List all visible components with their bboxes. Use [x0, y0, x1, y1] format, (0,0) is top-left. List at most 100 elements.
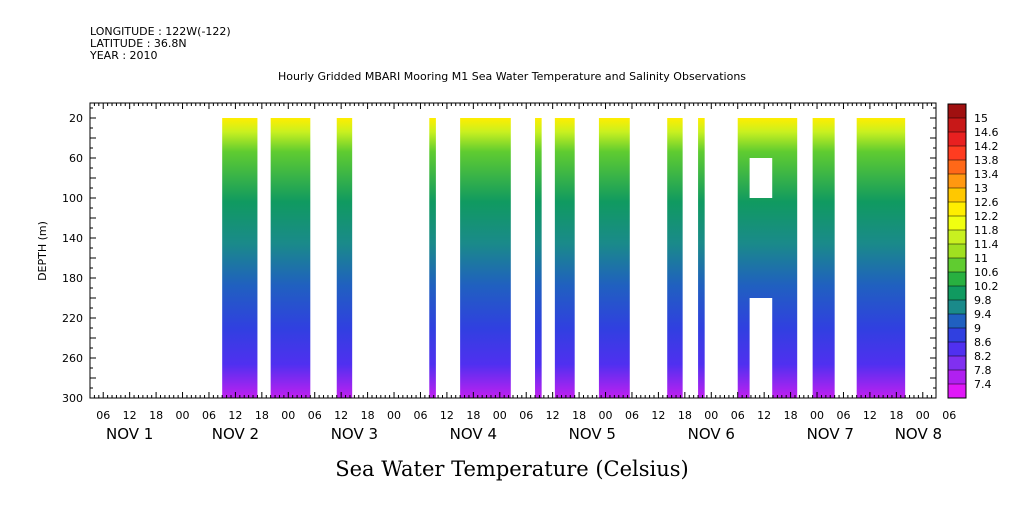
data-gap: [749, 298, 773, 398]
x-hour-tick-label: 12: [228, 409, 242, 422]
data-segment: [812, 118, 835, 398]
colorbar-swatch: [948, 244, 966, 259]
y-axis-title: DEPTH (m): [36, 221, 49, 281]
colorbar-label: 14.2: [974, 140, 999, 153]
x-day-label: NOV 3: [331, 425, 378, 443]
y-tick-label: 260: [62, 352, 83, 365]
x-hour-tick-label: 18: [572, 409, 586, 422]
x-hour-tick-label: 12: [863, 409, 877, 422]
x-hour-tick-label: 06: [519, 409, 533, 422]
colorbar-label: 7.4: [974, 378, 992, 391]
data-segment: [698, 118, 705, 398]
colorbar-label: 11.4: [974, 238, 999, 251]
colorbar-swatch: [948, 300, 966, 315]
colorbar-label: 7.8: [974, 364, 992, 377]
colorbar-label: 13.4: [974, 168, 999, 181]
colorbar: 1514.614.213.813.41312.612.211.811.41110…: [947, 103, 999, 399]
x-hour-tick-label: 06: [308, 409, 322, 422]
data-segment: [535, 118, 542, 398]
colorbar-label: 10.6: [974, 266, 999, 279]
colorbar-swatch: [948, 230, 966, 245]
colorbar-label: 12.2: [974, 210, 999, 223]
plot-frame: [89, 102, 937, 399]
colorbar-swatch: [948, 272, 966, 287]
x-hour-tick-label: 00: [916, 409, 930, 422]
x-hour-tick-label: 12: [757, 409, 771, 422]
data-segment: [270, 118, 311, 398]
colorbar-swatch: [948, 384, 966, 399]
x-hour-tick-label: 00: [810, 409, 824, 422]
colorbar-swatch: [948, 370, 966, 385]
colorbar-label: 9.8: [974, 294, 992, 307]
data-segment: [667, 118, 683, 398]
y-tick-label: 300: [62, 392, 83, 405]
x-hour-tick-label: 06: [836, 409, 850, 422]
colorbar-swatch: [948, 356, 966, 371]
y-tick-label: 140: [62, 232, 83, 245]
colorbar-label: 8.6: [974, 336, 992, 349]
x-hour-tick-label: 18: [361, 409, 375, 422]
colorbar-frame: [947, 103, 967, 399]
colorbar-swatch: [948, 174, 966, 189]
x-hour-tick-label: 12: [123, 409, 137, 422]
data-segments: [222, 118, 906, 398]
colorbar-label: 13.8: [974, 154, 999, 167]
x-axis-ticks: [89, 103, 937, 398]
colorbar-swatch: [948, 258, 966, 273]
colorbar-swatch: [948, 146, 966, 161]
colorbar-label: 15: [974, 112, 988, 125]
x-day-label: NOV 4: [450, 425, 497, 443]
data-gaps: [749, 158, 773, 398]
y-axis-labels: 20 60 100 140 180 220 260 300: [62, 112, 83, 405]
data-segment: [554, 118, 575, 398]
colorbar-swatch: [948, 160, 966, 175]
x-hour-tick-label: 12: [546, 409, 560, 422]
latitude-label: LATITUDE : 36.8N: [90, 37, 187, 50]
data-gap: [749, 158, 773, 198]
x-hour-tick-label: 12: [334, 409, 348, 422]
chart-title: Hourly Gridded MBARI Mooring M1 Sea Wate…: [278, 70, 746, 83]
colorbar-swatch: [948, 328, 966, 343]
colorbar-swatch: [948, 342, 966, 357]
x-hour-tick-label: 06: [731, 409, 745, 422]
colorbar-label: 12.6: [974, 196, 999, 209]
data-segment: [336, 118, 353, 398]
data-segment: [856, 118, 906, 398]
x-hour-tick-label: 06: [942, 409, 956, 422]
colorbar-swatch: [948, 104, 966, 119]
x-hour-tick-label: 18: [678, 409, 692, 422]
x-hour-tick-label: 18: [889, 409, 903, 422]
year-label: YEAR : 2010: [89, 49, 158, 62]
colorbar-swatch: [948, 132, 966, 147]
y-tick-label: 60: [69, 152, 83, 165]
colorbar-label: 8.2: [974, 350, 992, 363]
x-hour-tick-label: 00: [493, 409, 507, 422]
colorbar-swatch: [948, 314, 966, 329]
y-tick-label: 100: [62, 192, 83, 205]
x-hour-tick-label: 18: [255, 409, 269, 422]
x-hour-tick-label: 06: [625, 409, 639, 422]
x-axis-labels: 06 12 18 00 06 12 18 00 06 12 18 00 06 12 18 00 06 12 18 00…: [96, 409, 956, 443]
colorbar-swatch: [948, 188, 966, 203]
colorbar-swatch: [948, 202, 966, 217]
x-hour-tick-label: 18: [466, 409, 480, 422]
x-hour-tick-label: 06: [96, 409, 110, 422]
data-segment: [222, 118, 258, 398]
y-tick-label: 20: [69, 112, 83, 125]
x-hour-tick-label: 12: [651, 409, 665, 422]
data-segment: [429, 118, 436, 398]
x-hour-tick-label: 12: [440, 409, 454, 422]
colorbar-label: 9.4: [974, 308, 992, 321]
colorbar-swatch: [948, 216, 966, 231]
colorbar-label: 13: [974, 182, 988, 195]
x-hour-tick-label: 06: [413, 409, 427, 422]
colorbar-swatch: [948, 118, 966, 133]
colorbar-label: 11.8: [974, 224, 999, 237]
x-day-label: NOV 7: [807, 425, 854, 443]
colorbar-label: 14.6: [974, 126, 999, 139]
x-hour-tick-label: 06: [202, 409, 216, 422]
x-axis-title: Sea Water Temperature (Celsius): [335, 457, 689, 481]
longitude-label: LONGITUDE : 122W(-122): [90, 25, 231, 38]
y-tick-label: 180: [62, 272, 83, 285]
